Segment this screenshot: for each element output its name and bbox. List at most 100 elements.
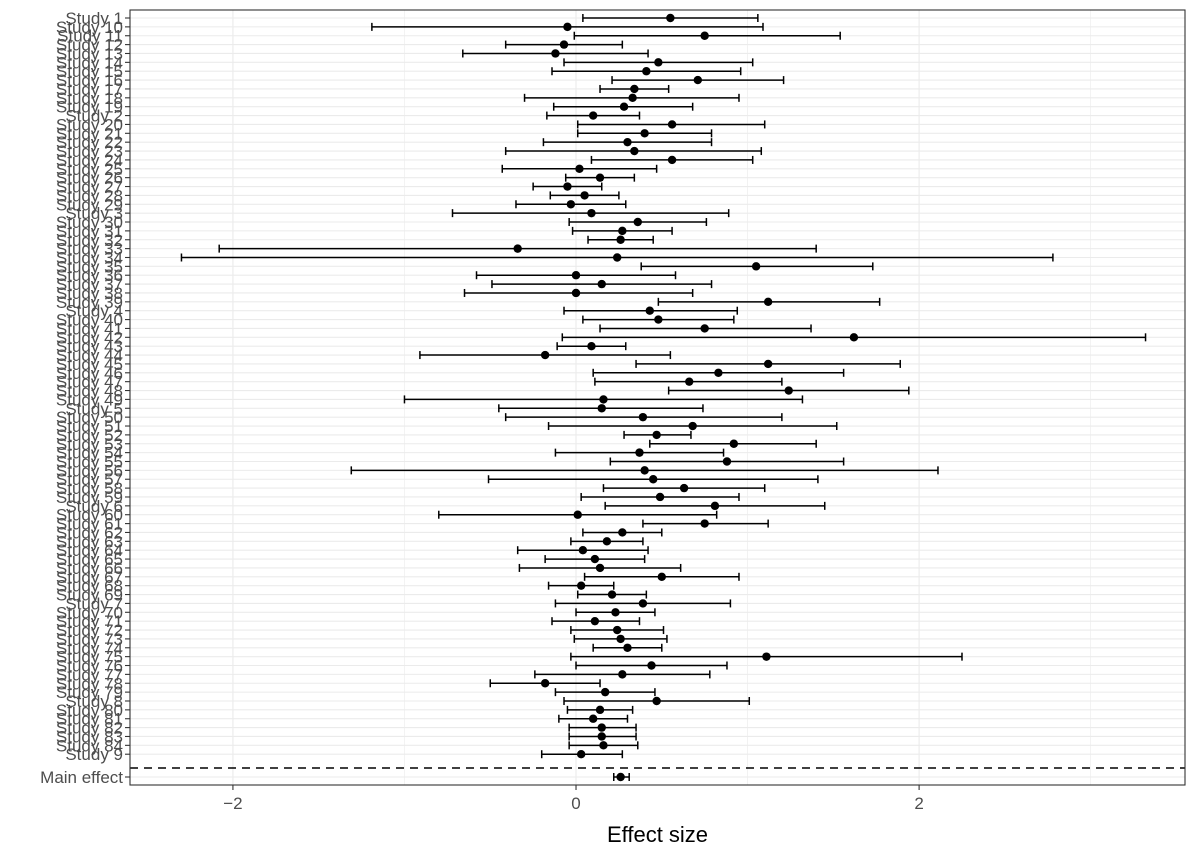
study-point bbox=[580, 191, 589, 200]
study-point bbox=[590, 554, 600, 564]
study-point bbox=[618, 528, 627, 537]
study-point bbox=[595, 563, 605, 573]
study-label: Study 2 bbox=[65, 107, 123, 126]
study-label: Study 8 bbox=[65, 692, 123, 711]
study-point bbox=[578, 546, 588, 555]
study-label: Study 40 bbox=[56, 311, 123, 330]
study-label: Study 83 bbox=[56, 727, 123, 746]
study-point bbox=[710, 501, 720, 511]
study-label: Study 27 bbox=[56, 178, 123, 197]
study-label: Study 67 bbox=[56, 568, 123, 587]
study-point bbox=[688, 421, 697, 431]
study-point bbox=[602, 537, 612, 546]
study-label: Study 38 bbox=[56, 284, 123, 303]
study-label: Study 51 bbox=[56, 417, 123, 436]
study-point bbox=[595, 173, 605, 182]
study-point bbox=[628, 93, 637, 103]
study-point bbox=[751, 262, 761, 271]
main-effect-label: Main effect bbox=[40, 768, 123, 787]
study-label: Study 48 bbox=[56, 382, 123, 401]
study-label: Study 47 bbox=[56, 373, 123, 392]
study-point bbox=[722, 457, 732, 466]
study-point bbox=[588, 714, 598, 723]
study-point bbox=[540, 679, 550, 688]
x-tick-label: 0 bbox=[571, 794, 580, 813]
study-label: Study 61 bbox=[56, 515, 123, 534]
study-label: Study 34 bbox=[56, 248, 123, 267]
panel-border bbox=[129, 9, 1186, 786]
study-point bbox=[597, 723, 606, 732]
study-point bbox=[551, 49, 560, 58]
study-point bbox=[849, 333, 859, 342]
study-point bbox=[679, 483, 689, 493]
study-point bbox=[666, 13, 675, 23]
study-label: Study 46 bbox=[56, 364, 123, 383]
study-label: Study 11 bbox=[57, 27, 123, 46]
study-point bbox=[633, 217, 642, 227]
study-point bbox=[657, 572, 666, 582]
study-point bbox=[652, 696, 661, 706]
study-label: Study 66 bbox=[56, 559, 123, 578]
study-label: Study 12 bbox=[56, 36, 123, 55]
study-point bbox=[599, 395, 608, 404]
study-label: Study 80 bbox=[56, 701, 123, 720]
study-label: Study 70 bbox=[56, 603, 123, 622]
study-point bbox=[595, 705, 605, 715]
study-label: Study 62 bbox=[56, 523, 123, 542]
study-point bbox=[649, 475, 658, 484]
study-point bbox=[576, 581, 586, 590]
study-label: Study 59 bbox=[56, 488, 123, 507]
study-point bbox=[590, 616, 600, 626]
study-label: Study 60 bbox=[56, 506, 123, 525]
study-label: Study 18 bbox=[56, 89, 123, 108]
study-label: Study 53 bbox=[56, 435, 123, 454]
study-label: Study 79 bbox=[56, 683, 123, 702]
study-point bbox=[638, 599, 648, 608]
study-point bbox=[654, 58, 663, 67]
study-point bbox=[618, 226, 627, 236]
study-label: Study 68 bbox=[56, 577, 123, 596]
study-label: Study 76 bbox=[56, 657, 123, 676]
study-label: Study 43 bbox=[56, 337, 123, 356]
study-label: Study 30 bbox=[56, 213, 123, 232]
study-point bbox=[571, 271, 581, 280]
study-point bbox=[700, 519, 709, 528]
study-point bbox=[623, 137, 632, 147]
study-label: Study 6 bbox=[65, 497, 123, 516]
study-label: Study 22 bbox=[56, 133, 123, 152]
study-label: Study 58 bbox=[56, 479, 123, 498]
study-point bbox=[597, 404, 606, 413]
study-label: Study 74 bbox=[56, 639, 123, 658]
study-point bbox=[597, 279, 606, 289]
study-label: Study 23 bbox=[56, 142, 123, 161]
study-label: Study 1 bbox=[65, 9, 123, 28]
study-point bbox=[623, 643, 632, 652]
study-label: Study 29 bbox=[56, 195, 123, 214]
study-point bbox=[640, 129, 649, 138]
study-point bbox=[635, 448, 644, 457]
study-point bbox=[763, 359, 773, 369]
study-point bbox=[587, 341, 596, 351]
study-point bbox=[576, 750, 586, 759]
study-point bbox=[588, 111, 598, 120]
study-point bbox=[762, 652, 771, 661]
study-point bbox=[616, 235, 625, 244]
study-label: Study 72 bbox=[56, 621, 123, 640]
study-point bbox=[619, 102, 629, 111]
study-label: Study 36 bbox=[56, 266, 123, 285]
study-point bbox=[597, 732, 606, 741]
study-point bbox=[729, 439, 739, 448]
study-point bbox=[607, 590, 617, 599]
study-point bbox=[784, 386, 793, 395]
study-point bbox=[612, 625, 622, 635]
study-label: Study 42 bbox=[56, 328, 123, 347]
study-label: Study 19 bbox=[56, 98, 123, 117]
study-point bbox=[645, 306, 654, 315]
study-label: Study 69 bbox=[56, 586, 123, 605]
study-point bbox=[693, 75, 703, 85]
study-label: Study 7 bbox=[65, 594, 123, 613]
study-point bbox=[575, 164, 584, 173]
study-label: Study 37 bbox=[56, 275, 123, 294]
study-point bbox=[685, 377, 694, 386]
